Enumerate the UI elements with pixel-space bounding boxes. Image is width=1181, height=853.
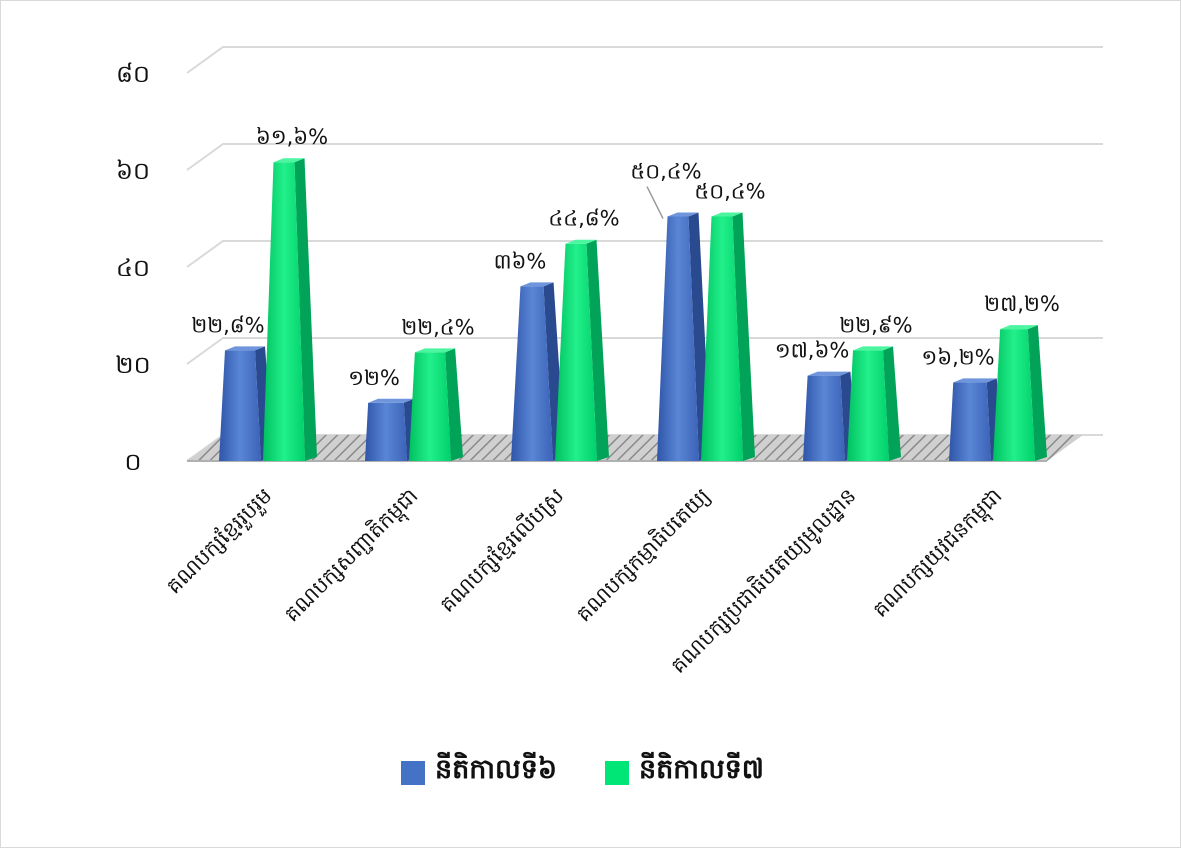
x-tick-label: គណបក្សយុវជនកម្ពុជា — [868, 484, 1010, 626]
data-label-series-2: ២៧,២% — [984, 292, 1060, 316]
y-tick-label: ៨០ — [116, 60, 150, 88]
data-label-series-1: ២២,៨% — [191, 313, 264, 337]
data-labels-layer: ២២,៨% ៦១,៦% ១២% ២២,៤% ៣៦%៤៤,៨% ៥០,៤%៥០,៤% ១៧,៦… — [191, 125, 1059, 390]
bar-top-series-1 — [667, 212, 699, 217]
bar-side-series-2 — [294, 158, 317, 462]
gridline — [186, 143, 1103, 171]
bar-top-series-1 — [368, 398, 414, 403]
legend: នីតិកាលទី៦ នីតិកាលទី៧ — [401, 753, 764, 792]
bar-top-series-2 — [565, 239, 597, 244]
bar-top-series-1 — [224, 346, 266, 351]
bar-series-1 — [219, 350, 261, 461]
data-label-series-1: ១២% — [348, 366, 400, 390]
bar-top-series-2 — [414, 348, 456, 353]
gridline — [186, 337, 1103, 365]
legend-swatch-series-2 — [604, 760, 629, 785]
data-label-series-1: ៥០,៤% — [630, 160, 701, 184]
x-axis-categories: គណបក្សខ្មែររួបរួម គណបក្សសញ្ជាតិកម្ពុជា គណប… — [161, 483, 1010, 680]
x-tick-label: គណបក្សសញ្ជាតិកម្ពុជា — [279, 483, 426, 630]
legend-swatch-series-1 — [401, 760, 425, 785]
y-tick-label: ៦០ — [116, 157, 150, 185]
bar-series-1 — [949, 382, 991, 461]
y-tick-label: ៤០ — [116, 254, 150, 282]
bars-layer — [219, 158, 1047, 462]
legend-label-series-2: នីតិកាលទី៧ — [638, 754, 764, 785]
y-tick-label: ០ — [125, 448, 142, 476]
bar-side-series-2 — [732, 212, 755, 461]
gridline — [186, 240, 1103, 268]
bar-series-2 — [993, 329, 1035, 461]
bar-series-1 — [657, 216, 699, 461]
bar-side-series-2 — [586, 239, 609, 461]
bar-top-series-2 — [852, 346, 894, 351]
bar-series-2 — [409, 352, 451, 461]
bar-top-series-1 — [953, 378, 997, 383]
bar-top-series-1 — [807, 371, 851, 376]
bar-series-2 — [847, 350, 889, 461]
data-label-series-1: ១៧,៦% — [775, 339, 850, 363]
data-label-series-2: ២២,៤% — [401, 315, 474, 339]
data-label-series-2: ៤៤,៨% — [548, 207, 619, 231]
legend-item-series-1: នីតិកាលទី៦ — [401, 753, 557, 792]
x-tick-label: គណបក្សខ្មែរលើបស្រ — [434, 483, 569, 618]
legend-label-series-1: នីតិកាលទី៦ — [435, 754, 557, 785]
data-label-series-2: ២២,៩% — [839, 313, 912, 337]
data-label-series-2: ៦១,៦% — [256, 125, 328, 149]
data-label-series-1: ១៦,២% — [921, 345, 994, 369]
bar-series-1 — [511, 286, 553, 461]
chart-floor — [187, 435, 1083, 461]
bar-side-series-2 — [883, 346, 901, 461]
bar-side-series-2 — [445, 348, 463, 461]
x-tick-label: គណបក្សកម្មាធិបតេយ្យ — [571, 483, 715, 627]
bar-top-series-1 — [520, 282, 554, 287]
bar-series-1 — [803, 375, 845, 461]
bar-top-series-2 — [711, 212, 743, 217]
gridline — [186, 46, 1103, 74]
x-tick-label: គណបក្សខ្មែររួបរួម — [161, 483, 278, 600]
y-tick-label: ២០ — [115, 351, 150, 379]
bar-side-series-2 — [1027, 325, 1047, 461]
bar-series-2 — [701, 216, 743, 461]
bar-series-1 — [365, 402, 407, 461]
bar-series-2 — [555, 243, 597, 461]
leader-line — [646, 186, 664, 219]
data-label-series-1: ៣៦% — [494, 249, 547, 273]
bar-top-series-2 — [1000, 325, 1038, 330]
bar-series-2 — [263, 162, 305, 462]
bar-top-series-2 — [273, 158, 305, 163]
y-axis: ០ ២០ ៤០ ៦០ ៨០ — [115, 60, 150, 476]
floor-layer — [187, 435, 1083, 462]
legend-item-series-2: នីតិកាលទី៧ — [604, 753, 764, 792]
data-label-series-2: ៥០,៤% — [694, 180, 765, 204]
